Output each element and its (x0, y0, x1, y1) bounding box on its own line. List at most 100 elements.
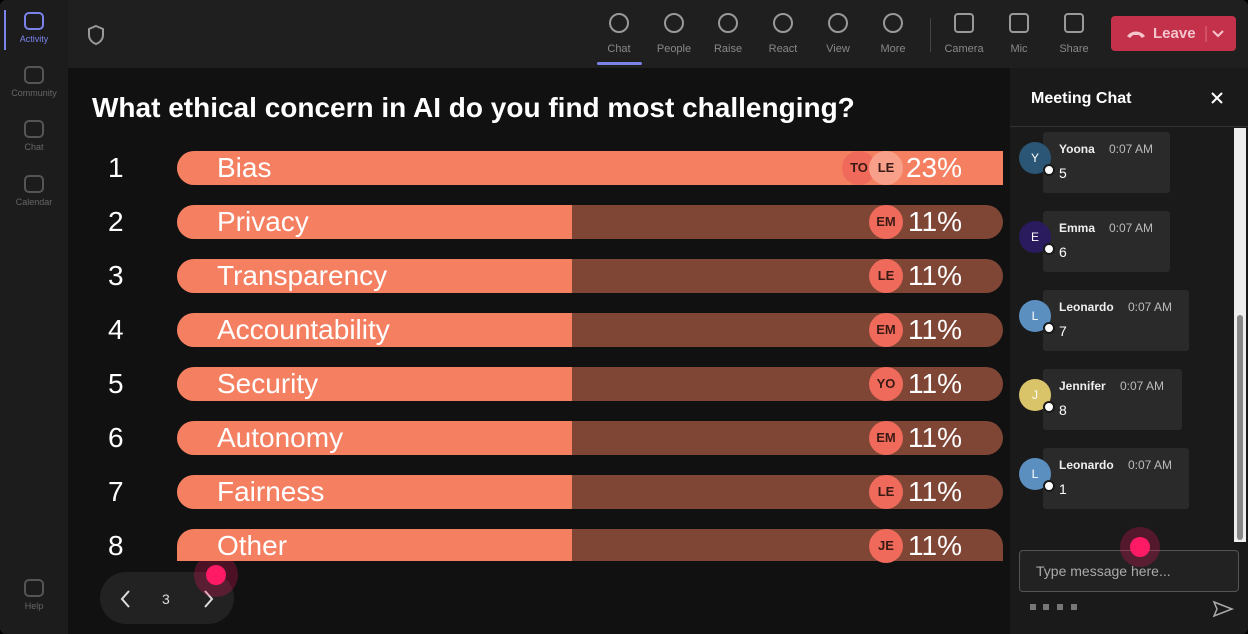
toolbar-icon[interactable] (1009, 13, 1029, 33)
page-number: 3 (162, 591, 170, 607)
toolbar-label: Raise (713, 43, 743, 55)
sidebar-icon (24, 579, 44, 597)
option-label: Bias (217, 152, 272, 183)
pager-arrows (120, 590, 214, 608)
message-text: 5 (1059, 165, 1067, 181)
toolbar-icon[interactable] (718, 13, 738, 33)
sidebar (0, 0, 68, 634)
toolbar-icon[interactable] (1064, 13, 1084, 33)
status-dot (1043, 243, 1055, 255)
sender-name: Yoona (1059, 142, 1095, 156)
active-indicator (4, 10, 6, 50)
voter-avatar: YO (869, 367, 903, 401)
toolbar-icon[interactable] (954, 13, 974, 33)
sidebar-label: Community (11, 88, 57, 98)
close-button[interactable] (1210, 91, 1224, 105)
message-time: 0:07 AM (1109, 221, 1154, 235)
message-input[interactable] (1019, 550, 1239, 592)
voter-avatar: EM (869, 421, 903, 455)
message-text: 7 (1059, 323, 1067, 339)
top-bar (68, 0, 1248, 68)
sidebar-icon (24, 12, 44, 30)
bar-fill (177, 367, 573, 401)
status-dot (1043, 164, 1055, 176)
toolbar-label: Share (1059, 43, 1089, 55)
option-percent: 23% (905, 152, 962, 183)
message-time: 0:07 AM (1109, 142, 1154, 156)
message-bubble (1043, 132, 1170, 193)
sender-name: Leonardo (1059, 300, 1114, 314)
option-rank: 6 (108, 422, 124, 453)
sidebar-label: Help (24, 601, 44, 611)
option-percent: 11% (908, 206, 962, 237)
toolbar-icon[interactable] (609, 13, 629, 33)
voter-avatar: EM (869, 313, 903, 347)
sidebar-label: Calendar (15, 197, 53, 207)
toolbar-label: Chat (607, 43, 631, 55)
option-label: Fairness (217, 476, 325, 507)
status-dot (1043, 322, 1055, 334)
option-percent: 11% (908, 314, 962, 345)
voter-avatar: LE (869, 151, 903, 185)
toolbar-label: Camera (944, 43, 984, 55)
message-time: 0:07 AM (1128, 458, 1173, 472)
bar-fill (177, 259, 573, 293)
poll-title: What ethical concern in AI do you find m… (92, 92, 855, 123)
scroll-thumb (1237, 315, 1243, 540)
sidebar-icon (24, 66, 44, 84)
leave-label: Leave (1153, 25, 1196, 42)
option-label: Security (217, 368, 319, 399)
voter-avatar: LE (869, 259, 903, 293)
toolbar-icon[interactable] (828, 13, 848, 33)
message-text: 6 (1059, 244, 1067, 260)
sidebar-label: Chat (24, 142, 44, 152)
input-placeholder: Type message here... (1036, 563, 1171, 579)
status-dot (1043, 480, 1055, 492)
option-label: Autonomy (217, 422, 344, 453)
toolbar-icon[interactable] (773, 13, 793, 33)
option-percent: 11% (908, 368, 962, 399)
bar-fill (177, 529, 573, 561)
voter-avatar: JE (869, 529, 903, 563)
option-rank: 4 (108, 314, 124, 345)
bar-fill (177, 313, 573, 347)
message-time: 0:07 AM (1120, 379, 1165, 393)
toolbar-label: People (656, 43, 692, 55)
option-rank: 8 (108, 530, 124, 561)
bar-fill (177, 475, 573, 509)
option-percent: 11% (908, 476, 962, 507)
bar-fill (177, 421, 573, 455)
message-bubble (1043, 369, 1182, 430)
toolbar-label: View (826, 43, 850, 55)
option-rank: 3 (108, 260, 124, 291)
option-rank: 1 (108, 152, 124, 183)
chat-divider (1010, 126, 1248, 127)
divider (930, 18, 931, 52)
sidebar-icon (24, 120, 44, 138)
option-percent: 11% (908, 260, 962, 291)
chat-title: Meeting Chat (1031, 90, 1132, 107)
sender-name: Jennifer (1059, 379, 1106, 393)
option-label: Transparency (217, 260, 388, 291)
sender-name: Emma (1059, 221, 1096, 235)
message-bubble (1043, 211, 1170, 272)
message-time: 0:07 AM (1128, 300, 1173, 314)
option-percent: 11% (908, 422, 962, 453)
toolbar-icon[interactable] (664, 13, 684, 33)
sender-avatar: L (1019, 300, 1051, 332)
message-text: 8 (1059, 402, 1067, 418)
shield-icon (88, 24, 104, 46)
chat-tab-underline (597, 62, 642, 65)
cursor (206, 565, 226, 585)
option-label: Accountability (217, 314, 390, 345)
toolbar-icon[interactable] (883, 13, 903, 33)
sender-name: Leonardo (1059, 458, 1114, 472)
message-bubble (1043, 448, 1189, 509)
option-rank: 2 (108, 206, 124, 237)
option-rank: 7 (108, 476, 124, 507)
message-bubble (1043, 290, 1189, 351)
option-percent: 11% (908, 530, 962, 561)
message-text: 1 (1059, 481, 1067, 497)
cursor (1130, 537, 1150, 557)
